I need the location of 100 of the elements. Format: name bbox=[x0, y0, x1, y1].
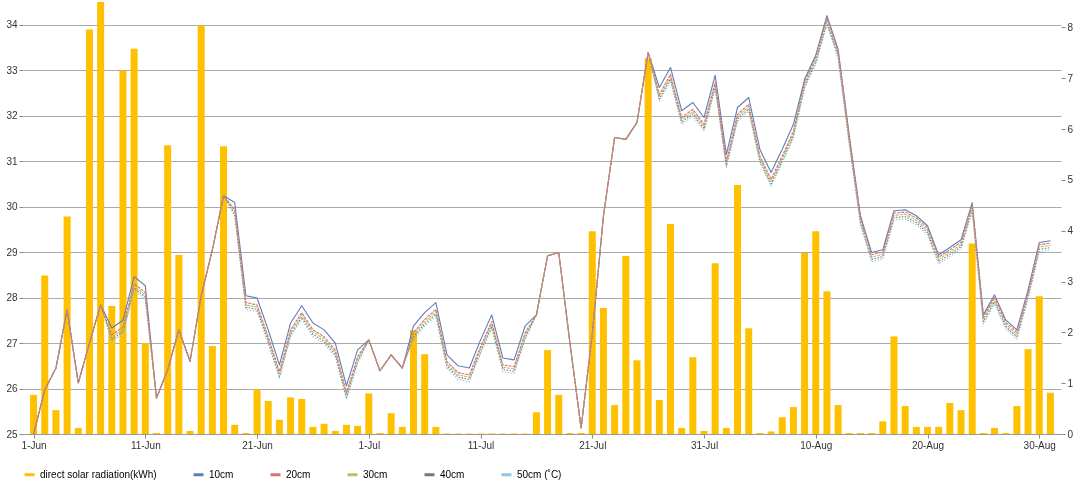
bar bbox=[667, 224, 674, 434]
x-tick-label: 21-Jul bbox=[579, 439, 607, 451]
bar bbox=[74, 427, 82, 434]
bar bbox=[1013, 406, 1021, 434]
bar bbox=[398, 426, 406, 434]
y-tick-label: 28 bbox=[6, 292, 18, 304]
y2-tick-label: 8 bbox=[1067, 21, 1074, 33]
x-tick-label: 11-Jul bbox=[467, 439, 495, 451]
bar bbox=[320, 423, 328, 434]
bar bbox=[935, 426, 943, 434]
bar bbox=[544, 350, 552, 434]
bar bbox=[834, 405, 842, 434]
bar bbox=[287, 397, 295, 434]
y-tick-label: 31 bbox=[6, 155, 18, 167]
y2-tick-label: 3 bbox=[1067, 276, 1074, 288]
bar bbox=[197, 25, 205, 434]
bar bbox=[700, 430, 708, 434]
bar bbox=[41, 275, 49, 434]
legend-label: 20cm bbox=[286, 468, 311, 480]
bar bbox=[421, 354, 429, 434]
bar bbox=[208, 346, 216, 434]
legend-label: 50cm (˚C) bbox=[517, 468, 562, 480]
bar bbox=[991, 427, 999, 434]
x-tick-label: 31-Jul bbox=[690, 439, 719, 451]
y-tick-label: 33 bbox=[6, 64, 18, 76]
y2-tick-label: 2 bbox=[1067, 326, 1074, 338]
legend-label: 30cm bbox=[363, 468, 388, 480]
bar bbox=[622, 256, 630, 434]
bar bbox=[924, 426, 931, 434]
bar bbox=[678, 427, 686, 434]
bar bbox=[1046, 392, 1054, 434]
bar bbox=[387, 413, 395, 434]
bar bbox=[655, 399, 663, 434]
bar bbox=[778, 417, 786, 434]
bar bbox=[85, 29, 93, 434]
bar bbox=[30, 394, 38, 434]
y-tick-label: 26 bbox=[6, 383, 18, 395]
bar bbox=[968, 243, 976, 434]
bar bbox=[298, 398, 306, 434]
bar bbox=[912, 426, 920, 434]
y2-tick-label: 5 bbox=[1067, 174, 1074, 186]
bar bbox=[767, 431, 775, 434]
bar bbox=[365, 393, 373, 434]
bar bbox=[890, 336, 898, 434]
bar bbox=[331, 430, 339, 434]
bar bbox=[588, 231, 596, 434]
bar bbox=[644, 58, 652, 434]
bar bbox=[164, 145, 172, 434]
x-tick-label: 1-Jul bbox=[358, 439, 381, 451]
x-tick-label: 10-Aug bbox=[800, 439, 833, 451]
bar bbox=[957, 410, 965, 434]
y2-tick-label: 0 bbox=[1067, 428, 1074, 440]
bar bbox=[801, 253, 809, 434]
bar bbox=[879, 421, 887, 434]
bar bbox=[745, 328, 753, 434]
legend-label: 40cm bbox=[440, 468, 465, 480]
bar bbox=[789, 407, 797, 434]
y-tick-label: 30 bbox=[6, 201, 18, 213]
bar bbox=[264, 400, 272, 434]
bar bbox=[1035, 296, 1043, 434]
bar bbox=[309, 426, 317, 434]
bar bbox=[342, 424, 350, 434]
bar bbox=[734, 184, 742, 434]
x-tick-label: 21-Jun bbox=[242, 439, 273, 451]
bar bbox=[711, 263, 719, 434]
bar bbox=[141, 343, 149, 434]
bar bbox=[97, 2, 105, 434]
legend-label: 10cm bbox=[209, 468, 234, 480]
bar bbox=[354, 425, 362, 434]
y-tick-label: 32 bbox=[6, 110, 18, 122]
bar bbox=[599, 307, 607, 434]
bar bbox=[231, 424, 239, 434]
y2-tick-label: 1 bbox=[1067, 377, 1074, 389]
bar bbox=[611, 405, 619, 434]
bar bbox=[812, 231, 820, 434]
y-tick-label: 29 bbox=[6, 246, 18, 258]
legend-label: direct solar radiation(kWh) bbox=[40, 468, 157, 480]
bar bbox=[119, 70, 127, 434]
bar bbox=[186, 430, 194, 434]
bar bbox=[108, 305, 116, 434]
x-tick-label: 11-Jun bbox=[130, 439, 161, 451]
bar bbox=[823, 291, 831, 434]
bar bbox=[63, 216, 71, 434]
y2-tick-label: 7 bbox=[1067, 72, 1074, 84]
bar bbox=[633, 360, 641, 434]
y-tick-label: 34 bbox=[6, 19, 18, 31]
x-tick-label: 20-Aug bbox=[911, 439, 945, 451]
bar bbox=[52, 410, 60, 434]
bar bbox=[946, 403, 954, 434]
bar bbox=[555, 394, 563, 434]
x-tick-label: 30-Aug bbox=[1023, 439, 1056, 451]
bar bbox=[432, 426, 440, 434]
bar bbox=[722, 427, 730, 434]
y-tick-label: 27 bbox=[6, 337, 18, 349]
bar bbox=[130, 48, 138, 434]
bar bbox=[253, 389, 261, 434]
x-tick-label: 1-Jun bbox=[21, 439, 47, 451]
y2-tick-label: 4 bbox=[1067, 225, 1074, 237]
bar bbox=[410, 330, 417, 434]
bar bbox=[1024, 349, 1032, 434]
